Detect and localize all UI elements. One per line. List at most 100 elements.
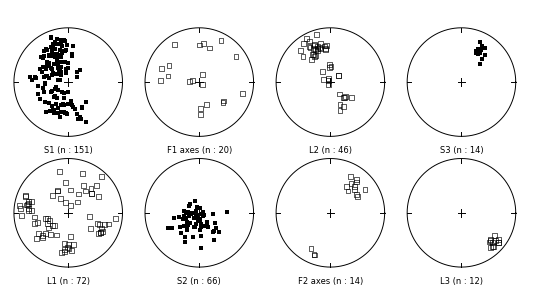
- Point: [317, 47, 325, 51]
- Point: [53, 57, 62, 62]
- Point: [52, 52, 60, 57]
- Point: [22, 202, 31, 207]
- Point: [54, 88, 63, 93]
- Point: [190, 224, 199, 229]
- Point: [186, 201, 195, 206]
- Point: [309, 46, 317, 51]
- Point: [54, 106, 62, 111]
- Point: [164, 226, 173, 231]
- Point: [74, 192, 82, 196]
- Point: [23, 202, 32, 207]
- Point: [322, 43, 331, 48]
- Point: [48, 51, 57, 56]
- Point: [58, 51, 66, 56]
- Point: [199, 209, 208, 214]
- Point: [27, 199, 36, 204]
- Point: [157, 66, 166, 71]
- Point: [232, 54, 240, 59]
- Point: [47, 45, 55, 50]
- Point: [488, 244, 497, 249]
- Point: [314, 48, 322, 53]
- Point: [209, 211, 217, 216]
- Point: [50, 108, 58, 112]
- Point: [44, 226, 52, 230]
- Point: [195, 218, 204, 223]
- Point: [335, 92, 343, 96]
- Point: [164, 74, 172, 78]
- Point: [488, 240, 497, 245]
- Point: [56, 110, 65, 115]
- Point: [185, 211, 193, 216]
- Point: [54, 111, 62, 116]
- Point: [179, 214, 188, 219]
- Point: [44, 76, 53, 81]
- Point: [37, 70, 46, 74]
- Point: [472, 49, 481, 54]
- Point: [51, 85, 60, 89]
- Point: [94, 221, 102, 226]
- Point: [182, 223, 191, 228]
- Point: [205, 46, 213, 50]
- Point: [60, 48, 68, 53]
- Point: [489, 244, 498, 249]
- Point: [45, 218, 54, 223]
- Point: [94, 231, 103, 236]
- Point: [40, 48, 49, 53]
- Point: [340, 95, 349, 100]
- Point: [62, 67, 70, 72]
- Point: [45, 54, 54, 59]
- Point: [195, 217, 203, 222]
- Point: [48, 72, 57, 77]
- Text: S1 (n : 151): S1 (n : 151): [44, 146, 93, 155]
- Point: [63, 111, 71, 116]
- Point: [95, 223, 104, 227]
- Point: [305, 45, 314, 50]
- Point: [36, 67, 45, 72]
- Point: [96, 230, 104, 235]
- Point: [51, 52, 59, 57]
- Point: [66, 234, 75, 239]
- Point: [21, 194, 30, 199]
- Point: [202, 223, 211, 227]
- Text: L2 (n : 46): L2 (n : 46): [309, 146, 352, 155]
- Point: [60, 111, 69, 116]
- Point: [188, 78, 197, 83]
- Point: [54, 188, 62, 193]
- Point: [44, 61, 53, 66]
- Point: [67, 52, 76, 57]
- Point: [180, 215, 188, 220]
- Point: [41, 82, 50, 87]
- Point: [182, 209, 190, 214]
- Point: [486, 237, 495, 242]
- Point: [40, 54, 48, 58]
- Point: [486, 240, 494, 244]
- Point: [179, 216, 187, 221]
- Point: [299, 54, 307, 59]
- Point: [32, 76, 41, 81]
- Point: [57, 196, 65, 201]
- Point: [25, 206, 33, 211]
- Point: [185, 221, 194, 226]
- Point: [202, 102, 211, 107]
- Point: [43, 221, 52, 226]
- Point: [192, 222, 201, 227]
- Point: [310, 52, 318, 57]
- Point: [302, 36, 310, 41]
- Point: [190, 216, 198, 221]
- Point: [49, 71, 57, 76]
- Point: [177, 230, 186, 235]
- Point: [186, 211, 194, 216]
- Point: [56, 42, 65, 47]
- Point: [340, 104, 348, 109]
- Point: [49, 45, 57, 50]
- Point: [57, 44, 66, 49]
- Point: [76, 67, 85, 72]
- Point: [165, 63, 173, 68]
- Point: [60, 241, 69, 246]
- Point: [316, 41, 325, 46]
- Point: [64, 89, 73, 94]
- Point: [51, 93, 60, 98]
- Point: [476, 61, 484, 66]
- Point: [78, 104, 86, 109]
- Point: [56, 48, 65, 53]
